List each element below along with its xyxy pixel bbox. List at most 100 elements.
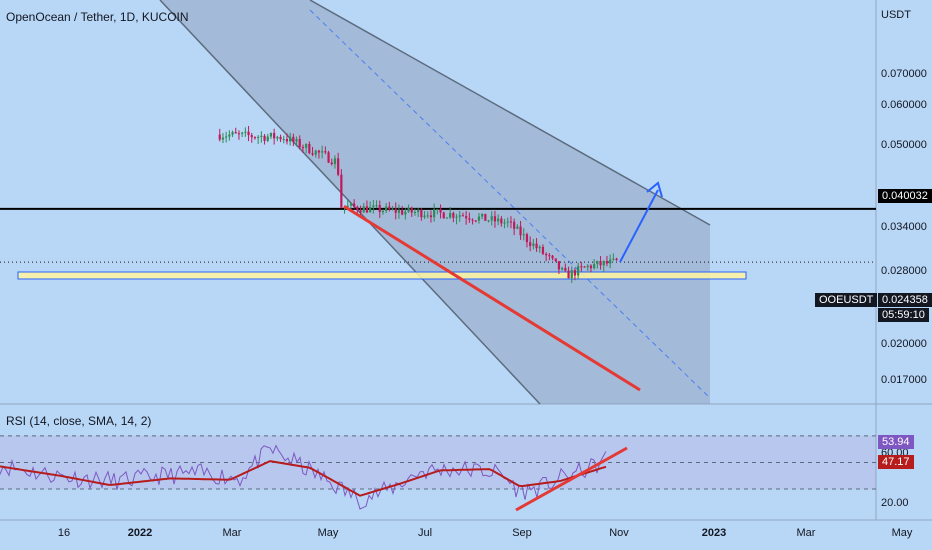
candle-body [279, 136, 282, 140]
candle-body [503, 222, 506, 224]
candle-body [388, 206, 391, 210]
candle-body [455, 216, 458, 218]
candle-body [509, 221, 513, 223]
date-tick: Nov [609, 527, 629, 539]
rsi-sma-tag: 47.17 [878, 455, 914, 469]
candle-body [605, 261, 609, 264]
candle-body [449, 212, 452, 218]
candle-body [586, 265, 589, 268]
candle-body [330, 162, 333, 165]
candle-body [221, 137, 225, 140]
candle-body [234, 132, 237, 134]
candle-body [535, 243, 538, 249]
candle-body [429, 215, 433, 218]
candle-body [551, 255, 554, 259]
candle-body [545, 253, 548, 256]
candle-body [564, 267, 567, 271]
candle-body [225, 136, 228, 138]
candle-body [573, 270, 577, 276]
price-tick: 0.017000 [881, 374, 927, 386]
candle-body [615, 258, 618, 261]
candle-body [237, 133, 241, 135]
candle-body [413, 211, 417, 213]
channel-lower-boundary [159, 0, 541, 405]
candle-body [273, 132, 276, 139]
candle-body [397, 209, 401, 213]
rsi-trendline [515, 446, 628, 512]
candle-body [317, 150, 321, 153]
candle-body [468, 218, 471, 220]
price-tick: 0.060000 [881, 99, 927, 111]
projection-arrow [619, 189, 659, 263]
candle-body [477, 216, 481, 221]
candle-body [369, 207, 372, 213]
price-tick: 0.050000 [881, 139, 927, 151]
candle-body [356, 206, 359, 211]
candle-body [493, 216, 497, 222]
candle-body [516, 226, 519, 229]
date-tick: Mar [796, 527, 816, 539]
candle-body [410, 207, 413, 213]
channel-upper-boundary [309, 0, 711, 226]
candle-body [349, 203, 353, 206]
candle-body [423, 215, 426, 218]
candle-body [282, 139, 285, 141]
candle-body [218, 134, 221, 140]
candle-body [417, 209, 420, 212]
rsi-sma-line [0, 460, 607, 497]
candle-body [391, 208, 394, 210]
candle-body [513, 221, 516, 229]
projection-arrow-head [646, 181, 663, 198]
candle-body [337, 158, 340, 175]
candle-body [385, 206, 388, 211]
candle-body [583, 266, 586, 268]
candle-body [298, 139, 301, 148]
candle-body [253, 137, 257, 139]
date-tick: Mar [222, 527, 242, 539]
candle-body [346, 205, 349, 207]
countdown-tag: 05:59:10 [878, 308, 929, 322]
date-tick: Sep [512, 527, 532, 539]
candle-body [362, 206, 365, 213]
candle-body [439, 208, 442, 213]
candle-body [596, 261, 599, 265]
candle-body [308, 143, 311, 154]
candle-body [500, 218, 503, 224]
candle-body [292, 136, 295, 142]
candle-body [327, 152, 330, 163]
candle-body [519, 226, 522, 236]
rsi-indicator-label[interactable]: RSI (14, close, SMA, 14, 2) [6, 414, 152, 428]
candle-body [289, 136, 292, 142]
date-tick: 2023 [701, 527, 727, 539]
candle-body [442, 212, 445, 219]
candle-body [490, 216, 493, 221]
candle-body [567, 270, 570, 279]
candle-body [305, 143, 308, 148]
candle-body [263, 135, 266, 141]
candle-body [436, 208, 439, 210]
date-tick: May [891, 527, 913, 539]
candle-body [522, 234, 525, 236]
candle-body [541, 246, 545, 254]
candle-body [497, 218, 500, 222]
candle-body [228, 134, 231, 137]
candle-body [247, 131, 250, 136]
chart-title: OpenOcean / Tether, 1D, KUCOIN [6, 10, 189, 24]
support-trendline [343, 204, 641, 392]
price-tick: 0.070000 [881, 68, 927, 80]
candle-body [548, 255, 551, 257]
candle-body [487, 220, 490, 222]
currency-label: USDT [881, 9, 911, 21]
candle-body [365, 206, 369, 213]
candle-body [311, 153, 314, 155]
candle-body [250, 135, 253, 138]
candle-body [580, 266, 583, 268]
channel-midline [309, 9, 711, 399]
candle-body [461, 215, 465, 217]
candle-body [372, 205, 375, 208]
candle-body [458, 215, 461, 217]
candle-body [276, 136, 279, 139]
candle-body [589, 265, 593, 269]
